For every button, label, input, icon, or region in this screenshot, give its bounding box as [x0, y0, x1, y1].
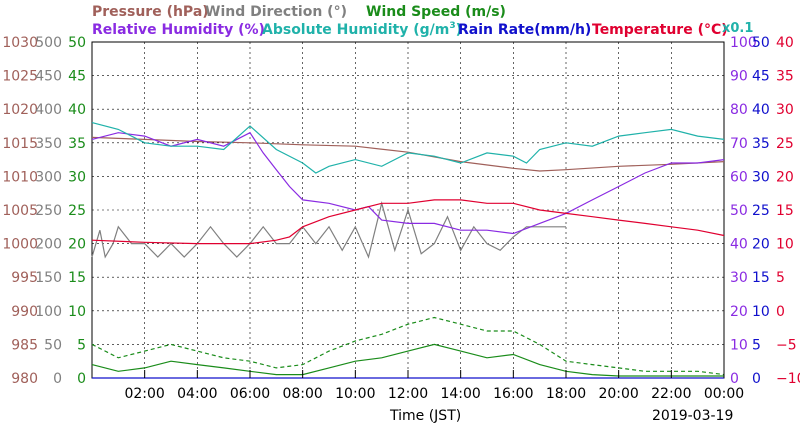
right-tick-rain_rate: 30	[752, 169, 770, 185]
left-tick-wind_speed: 20	[68, 237, 86, 253]
right-tick-rel_humidity: 40	[730, 237, 748, 253]
left-tick-pressure: 1015	[2, 136, 38, 152]
left-tick-wind_speed: 5	[77, 337, 86, 353]
title-wind_speed: Wind Speed (m/s)	[366, 4, 506, 20]
x-tick-label: 20:00	[598, 386, 638, 402]
left-tick-wind_dir: 250	[35, 203, 62, 219]
series-wind-speed-max	[91, 316, 725, 376]
right-tick-rain_rate: 15	[752, 270, 770, 286]
right-tick-temperature: 25	[776, 136, 794, 152]
right-tick-rain_rate: 20	[752, 237, 770, 253]
right-tick-temperature: 40	[776, 35, 794, 51]
right-tick-rel_humidity: 50	[730, 203, 748, 219]
title-temperature: Temperature (°C)	[592, 22, 728, 38]
x-tick-label: 10:00	[335, 386, 375, 402]
left-tick-pressure: 1005	[2, 203, 38, 219]
left-tick-wind_speed: 25	[68, 203, 86, 219]
right-tick-temperature: 5	[776, 270, 785, 286]
right-tick-rel_humidity: 30	[730, 270, 748, 286]
x-tick-label: 04:00	[177, 386, 217, 402]
left-tick-pressure: 990	[11, 304, 38, 320]
x-tick-label: 08:00	[282, 386, 322, 402]
left-axes: 1030102510201015101010051000995990985980…	[2, 35, 86, 387]
x-tick-label: 22:00	[651, 386, 691, 402]
right-tick-rel_humidity: 100	[730, 35, 757, 51]
series-absolute-humidity	[91, 122, 725, 174]
x-tick-label: 06:00	[230, 386, 270, 402]
left-tick-wind_speed: 30	[68, 169, 86, 185]
right-tick-temperature: 15	[776, 203, 794, 219]
date-label: 2019-03-19	[652, 408, 733, 424]
series-temperature	[91, 199, 725, 245]
title-rel_humidity: Relative Humidity (%)	[92, 22, 265, 38]
left-tick-pressure: 995	[11, 270, 38, 286]
left-tick-wind_dir: 100	[35, 304, 62, 320]
right-tick-rel_humidity: 60	[730, 169, 748, 185]
right-tick-rel_humidity: 70	[730, 136, 748, 152]
title-wind_dir: Wind Direction (°)	[205, 4, 347, 20]
right-tick-rel_humidity: 20	[730, 304, 748, 320]
series-wind-direction	[91, 200, 566, 259]
right-tick-rain_rate: 50	[752, 35, 770, 51]
left-tick-wind_speed: 10	[68, 304, 86, 320]
title-pressure: Pressure (hPa)	[92, 4, 209, 20]
right-tick-rel_humidity: 0	[730, 371, 739, 387]
right-tick-temperature: −10	[776, 371, 800, 387]
x-tick-label: 02:00	[124, 386, 164, 402]
left-tick-wind_dir: 450	[35, 69, 62, 85]
grid-lines	[92, 42, 724, 378]
right-tick-temperature: −5	[776, 337, 797, 353]
right-tick-rain_rate: 10	[752, 304, 770, 320]
left-tick-wind_speed: 0	[77, 371, 86, 387]
abs-humidity-scale-note: x0.1	[722, 21, 753, 36]
left-tick-wind_speed: 40	[68, 102, 86, 118]
right-tick-temperature: 20	[776, 169, 794, 185]
right-tick-rain_rate: 5	[752, 337, 761, 353]
left-tick-pressure: 1020	[2, 102, 38, 118]
left-tick-wind_speed: 45	[68, 69, 86, 85]
left-tick-wind_dir: 400	[35, 102, 62, 118]
right-tick-rain_rate: 25	[752, 203, 770, 219]
left-tick-pressure: 1025	[2, 69, 38, 85]
x-axis-ticks: 02:00 04:00 06:00 08:00 10:00 12:00 14:00 16:00…	[124, 370, 744, 402]
title-abs_humidity: Absolute Humidity (g/m3)	[262, 21, 462, 38]
right-tick-rel_humidity: 10	[730, 337, 748, 353]
right-tick-rel_humidity: 80	[730, 102, 748, 118]
right-tick-temperature: 0	[776, 304, 785, 320]
left-tick-wind_speed: 50	[68, 35, 86, 51]
chart-titles: Pressure (hPa)Wind Direction (°) Wind Spe…	[92, 4, 728, 38]
x-tick-label: 18:00	[546, 386, 586, 402]
right-tick-temperature: 30	[776, 102, 794, 118]
left-tick-wind_dir: 50	[44, 337, 62, 353]
right-tick-rain_rate: 35	[752, 136, 770, 152]
left-tick-pressure: 1000	[2, 237, 38, 253]
x-tick-label: 00:00	[704, 386, 744, 402]
left-tick-wind_dir: 500	[35, 35, 62, 51]
left-tick-pressure: 1010	[2, 169, 38, 185]
left-tick-wind_dir: 300	[35, 169, 62, 185]
title-rain_rate: Rain Rate(mm/h)	[458, 22, 591, 38]
right-tick-temperature: 35	[776, 69, 794, 85]
right-tick-rel_humidity: 90	[730, 69, 748, 85]
x-axis-label: Time (JST)	[389, 408, 461, 424]
left-tick-wind_dir: 0	[53, 371, 62, 387]
x-tick-label: 14:00	[440, 386, 480, 402]
left-tick-wind_speed: 35	[68, 136, 86, 152]
right-tick-temperature: 10	[776, 237, 794, 253]
left-tick-wind_speed: 15	[68, 270, 86, 286]
right-tick-rain_rate: 40	[752, 102, 770, 118]
left-tick-pressure: 985	[11, 337, 38, 353]
right-tick-rain_rate: 0	[752, 371, 761, 387]
series-relative-humidity	[91, 131, 725, 235]
left-tick-pressure: 980	[11, 371, 38, 387]
x-tick-label: 16:00	[493, 386, 533, 402]
right-axes: 1009080706050403020100504540353025201510…	[730, 35, 800, 387]
left-tick-wind_dir: 200	[35, 237, 62, 253]
right-tick-rain_rate: 45	[752, 69, 770, 85]
left-tick-wind_dir: 350	[35, 136, 62, 152]
x-tick-label: 12:00	[388, 386, 428, 402]
left-tick-wind_dir: 150	[35, 270, 62, 286]
left-tick-pressure: 1030	[2, 35, 38, 51]
